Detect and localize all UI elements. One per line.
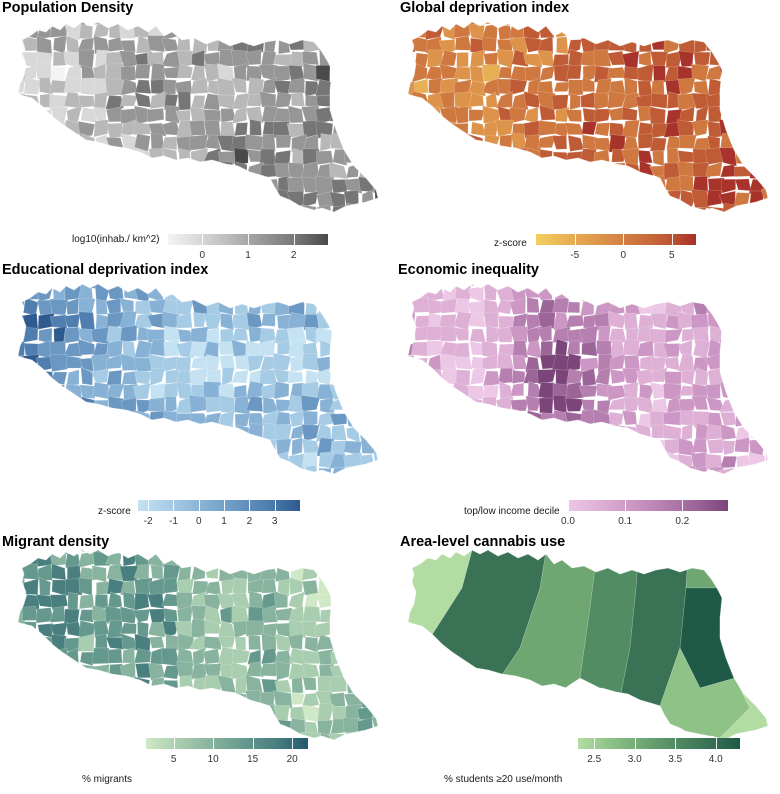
panel-title: Educational deprivation index (2, 262, 209, 278)
legend-tick-label: 1 (221, 516, 227, 526)
legend-tickmark (198, 500, 200, 511)
legend-tickmark (671, 234, 673, 245)
choropleth-map (17, 283, 379, 475)
legend-tick-label: 0.0 (561, 516, 575, 526)
legend-tickmark (202, 234, 204, 245)
legend-colorbar (138, 500, 300, 511)
legend-label: log10(inhab./ km^2) (72, 234, 160, 245)
map-regions (408, 22, 768, 212)
legend-tick-label: 0.2 (675, 516, 690, 526)
legend-tickmark (148, 500, 150, 511)
map-regions (408, 550, 768, 740)
legend-tick-label: 5 (170, 754, 177, 765)
legend-tick-label: 4.0 (708, 754, 723, 765)
legend-tickmark (213, 738, 215, 749)
legend-tickmark (173, 738, 175, 749)
panel-title: Area-level cannabis use (400, 534, 566, 550)
legend-tick-label: 3.0 (627, 754, 642, 765)
legend-tickmark (568, 500, 569, 511)
panel-title: Economic inequality (398, 262, 539, 278)
legend-colorbar (146, 738, 308, 749)
choropleth-map (407, 283, 769, 475)
legend-tick-label: 10 (207, 754, 219, 765)
legend-label: z-score (494, 238, 527, 249)
panel-economic-inequality: Economic inequality top/low income decil… (390, 262, 780, 526)
legend-tickmark (249, 500, 251, 511)
map-regions (18, 550, 378, 740)
legend-tick-label: -2 (143, 516, 153, 526)
legend-tickmark (224, 500, 226, 511)
legend-tick-label: 15 (247, 754, 259, 765)
region-border (407, 283, 769, 475)
panel-title: Global deprivation index (400, 0, 570, 16)
region-border (17, 283, 379, 475)
legend-colorbar (568, 500, 728, 511)
legend-tickmark (173, 500, 175, 511)
legend-tickmark (675, 738, 677, 749)
legend-tickmark (594, 738, 596, 749)
legend-tickmark (715, 738, 717, 749)
legend-tickmark (292, 738, 294, 749)
legend-tick-label: 0 (195, 516, 202, 526)
legend-tick-label: 2 (290, 250, 297, 261)
legend-tick-label: 0 (199, 250, 206, 261)
legend-tick-label: 0 (620, 250, 627, 261)
legend-tick-label: -5 (570, 250, 580, 261)
choropleth-map (407, 549, 769, 741)
map-regions (18, 22, 378, 212)
legend-tick-label: 5 (668, 250, 675, 261)
region-border (407, 21, 769, 213)
legend-tickmark (623, 234, 625, 245)
region-border (407, 549, 769, 741)
region-border (17, 549, 379, 741)
legend-tick-label: 20 (286, 754, 298, 765)
panel-migrant-density: Migrant density % migrants 5 10 15 20 (0, 528, 390, 792)
legend-label: % students ≥20 use/month (444, 774, 563, 785)
legend-tick-label: 2 (246, 516, 253, 526)
panel-cannabis-use: Area-level cannabis use % students ≥20 u… (390, 528, 780, 792)
legend-label: % migrants (82, 774, 133, 785)
panel-educational-deprivation: Educational deprivation index z-score -2… (0, 262, 390, 526)
legend-colorbar (536, 234, 696, 245)
legend-label: top/low income decile (464, 506, 560, 517)
legend-tick-label: 1 (245, 250, 251, 261)
legend-tickmark (682, 500, 684, 511)
choropleth-map (17, 549, 379, 741)
panel-title: Migrant density (2, 534, 110, 550)
legend-colorbar (578, 738, 740, 749)
legend-tick-label: 2.5 (587, 754, 602, 765)
map-regions (408, 284, 768, 474)
choropleth-map (407, 21, 769, 213)
legend-tickmark (274, 500, 276, 511)
region-border (17, 21, 379, 213)
legend-tick-label: 0.1 (618, 516, 633, 526)
legend-tickmark (634, 738, 636, 749)
panel-population-density: Population Density log10(inhab./ km^2) 0… (0, 0, 390, 264)
legend-tickmark (293, 234, 295, 245)
panel-global-deprivation: Global deprivation index z-score -5 0 5 (390, 0, 780, 264)
choropleth-map (17, 21, 379, 213)
legend-tickmark (248, 234, 249, 245)
legend-tickmark (574, 234, 576, 245)
panel-title: Population Density (2, 0, 134, 16)
legend-tick-label: 3 (271, 516, 278, 526)
legend-label: z-score (98, 506, 131, 517)
legend-tickmark (625, 500, 627, 511)
legend-tickmark (252, 738, 254, 749)
map-regions (18, 284, 378, 474)
legend-tick-label: -1 (168, 516, 178, 526)
legend-tick-label: 3.5 (668, 754, 683, 765)
